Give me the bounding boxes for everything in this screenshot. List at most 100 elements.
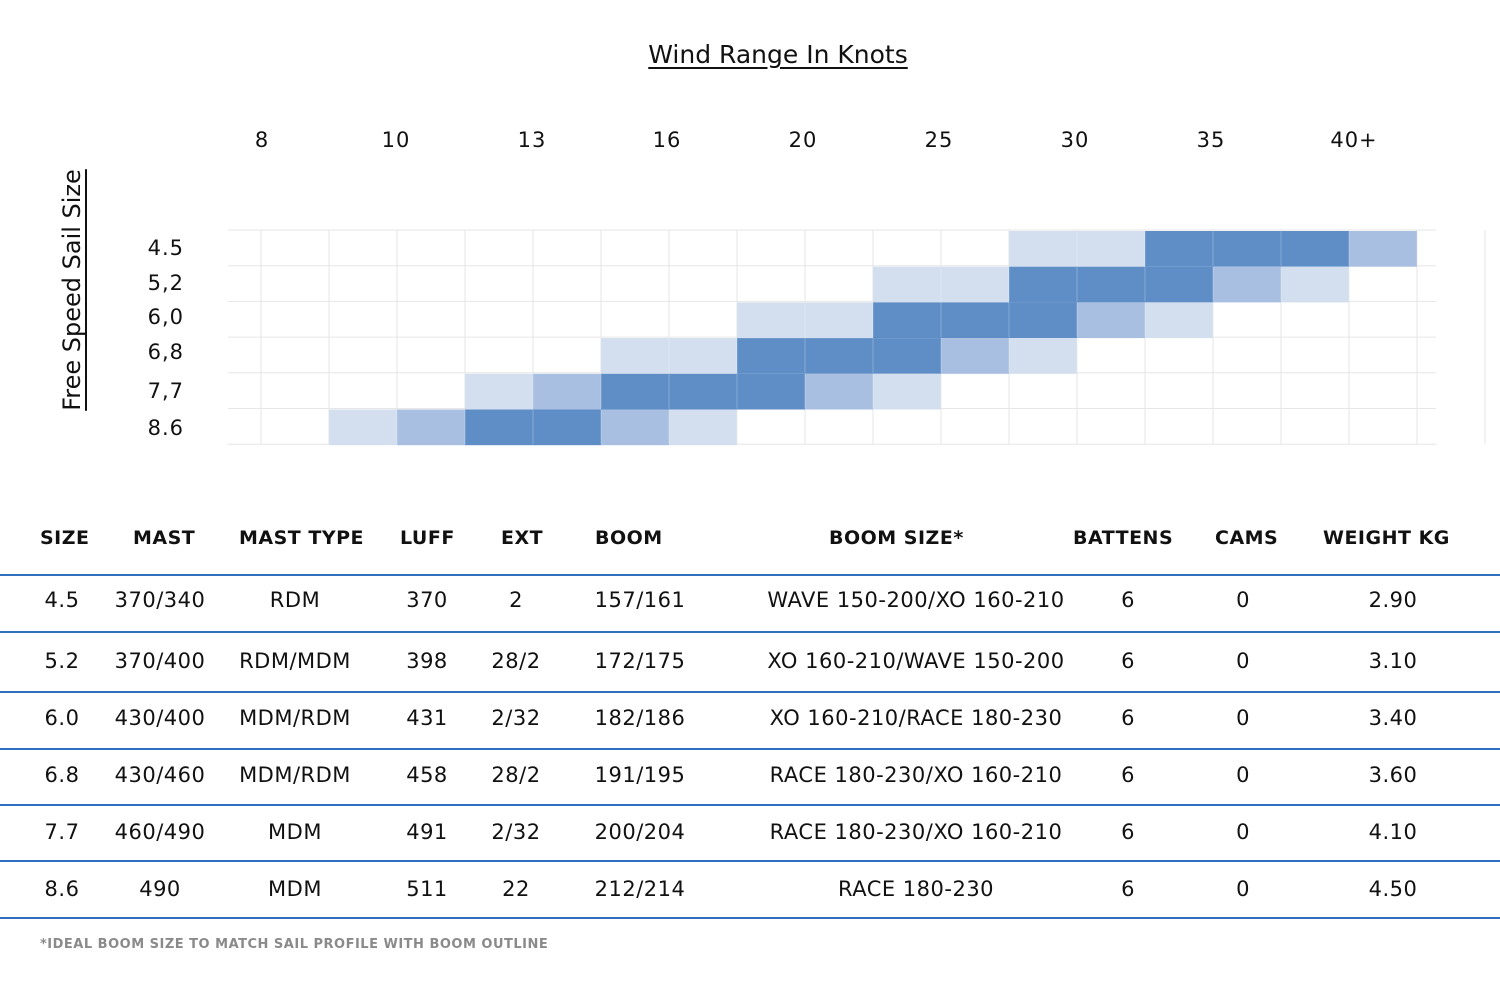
- table-cell: 458: [406, 763, 448, 787]
- table-cell: 370/340: [114, 588, 206, 612]
- table-header: LUFF: [400, 527, 455, 549]
- table-cell: 2: [509, 588, 523, 612]
- range-cell-light: [465, 373, 533, 410]
- range-cell-light: [329, 409, 397, 446]
- table-cell: 6: [1121, 588, 1135, 612]
- table-header: MAST TYPE: [239, 527, 364, 549]
- table-cell: 2.90: [1368, 588, 1418, 612]
- range-cell-medium: [1077, 302, 1145, 339]
- table-cell: RDM/MDM: [239, 649, 351, 673]
- x-tick-label: 25: [924, 128, 954, 152]
- range-cell-medium: [941, 338, 1009, 374]
- range-cell-strong: [873, 302, 1077, 339]
- y-tick-label: 7,7: [147, 379, 184, 403]
- row-divider: [0, 804, 1500, 806]
- x-tick-label: 35: [1196, 128, 1226, 152]
- table-header: MAST: [133, 527, 196, 549]
- table-cell: WAVE 150-200/XO 160-210: [767, 588, 1065, 612]
- range-cell-light: [1145, 302, 1213, 339]
- table-cell: MDM/RDM: [239, 763, 351, 787]
- range-cell-light: [737, 302, 873, 339]
- row-divider: [0, 631, 1500, 633]
- table-cell: 6: [1121, 763, 1135, 787]
- range-cell-medium: [601, 409, 669, 446]
- table-cell: 8.6: [44, 877, 80, 901]
- table-cell: 490: [139, 877, 181, 901]
- range-cell-light: [1009, 338, 1077, 374]
- range-cell-strong: [1145, 231, 1349, 267]
- table-cell: 370/400: [114, 649, 206, 673]
- table-cell: 6: [1121, 649, 1135, 673]
- table-cell: 6: [1121, 706, 1135, 730]
- table-cell: 430/400: [114, 706, 206, 730]
- table-cell: 212/214: [594, 877, 686, 901]
- table-cell: 0: [1236, 877, 1250, 901]
- chart-title: Wind Range In Knots: [648, 40, 908, 69]
- range-cell-light: [601, 338, 737, 374]
- x-tick-label: 30: [1060, 128, 1090, 152]
- x-tick-label: 10: [381, 128, 411, 152]
- table-cell: 460/490: [114, 820, 206, 844]
- table-cell: 4.50: [1368, 877, 1418, 901]
- table-cell: 370: [406, 588, 448, 612]
- range-cell-light: [1009, 231, 1145, 267]
- table-cell: MDM/RDM: [239, 706, 351, 730]
- range-cell-strong: [465, 409, 601, 446]
- range-cell-medium: [533, 373, 601, 410]
- table-cell: 6.0: [44, 706, 80, 730]
- range-cell-medium: [397, 409, 465, 446]
- x-tick-label: 20: [788, 128, 818, 152]
- y-tick-label: 8.6: [147, 416, 184, 440]
- range-cell-light: [669, 409, 737, 446]
- x-tick-label: 40+: [1330, 128, 1378, 152]
- table-cell: 431: [406, 706, 448, 730]
- table-cell: 200/204: [594, 820, 686, 844]
- table-cell: 511: [406, 877, 448, 901]
- table-cell: RACE 180-230/XO 160-210: [769, 820, 1063, 844]
- table-cell: 398: [406, 649, 448, 673]
- table-cell: 3.40: [1368, 706, 1418, 730]
- table-cell: 157/161: [594, 588, 686, 612]
- table-header: EXT: [501, 527, 544, 549]
- row-divider: [0, 860, 1500, 862]
- table-cell: MDM: [268, 877, 322, 901]
- table-cell: 28/2: [491, 649, 541, 673]
- y-tick-label: 4.5: [147, 236, 184, 260]
- range-cell-strong: [601, 373, 805, 410]
- table-cell: RDM: [269, 588, 321, 612]
- table-header: SIZE: [40, 527, 90, 549]
- x-tick-label: 16: [652, 128, 682, 152]
- table-header: BOOM SIZE*: [829, 527, 964, 549]
- table-cell: 4.5: [44, 588, 80, 612]
- table-cell: 7.7: [44, 820, 80, 844]
- range-cell-light: [873, 373, 941, 410]
- range-cell-light: [873, 266, 1009, 303]
- table-cell: 28/2: [491, 763, 541, 787]
- table-cell: 172/175: [594, 649, 686, 673]
- table-cell: 182/186: [594, 706, 686, 730]
- table-cell: 2/32: [491, 706, 541, 730]
- table-cell: 6: [1121, 820, 1135, 844]
- row-divider: [0, 917, 1500, 919]
- row-divider: [0, 748, 1500, 750]
- range-cell-medium: [1213, 266, 1281, 303]
- table-header: BOOM: [595, 527, 663, 549]
- table-cell: 22: [502, 877, 530, 901]
- range-cell-medium: [805, 373, 873, 410]
- table-cell: 0: [1236, 588, 1250, 612]
- wind-range-chart: [228, 229, 1486, 446]
- range-cell-strong: [737, 338, 941, 374]
- table-cell: 430/460: [114, 763, 206, 787]
- range-cell-light: [1281, 266, 1349, 303]
- range-cell-strong: [1009, 266, 1213, 303]
- table-header: CAMS: [1215, 527, 1279, 549]
- table-cell: RACE 180-230/XO 160-210: [769, 763, 1063, 787]
- row-divider: [0, 574, 1500, 576]
- x-tick-label: 13: [517, 128, 547, 152]
- table-cell: 191/195: [594, 763, 686, 787]
- range-cell-medium: [1349, 231, 1417, 267]
- table-cell: 3.60: [1368, 763, 1418, 787]
- table-cell: 2/32: [491, 820, 541, 844]
- table-cell: 0: [1236, 763, 1250, 787]
- table-cell: 4.10: [1368, 820, 1418, 844]
